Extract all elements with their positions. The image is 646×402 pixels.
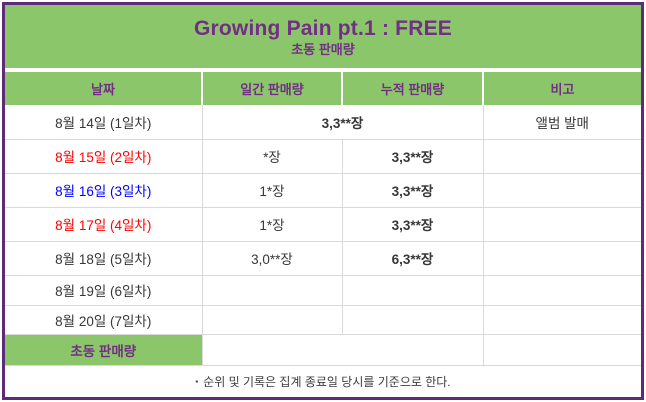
table-row-day6: 8월 19일 (6일차) (5, 275, 641, 306)
remark-cell (482, 139, 641, 174)
square-bullet-icon: ▪ (195, 376, 199, 386)
table-subtitle: 초동 판매량 (291, 41, 355, 57)
first-week-sales-table: 날짜 일간 판매량 누적 판매량 비고 8월 14일 (1일차) 3,3**장 … (5, 72, 641, 397)
remark-cell (482, 275, 641, 306)
cumulative-sales-cell: 3,3**장 (341, 207, 483, 242)
cumulative-sales-cell: 6,3**장 (341, 241, 483, 276)
date-cell: 8월 18일 (5일차) (5, 241, 202, 276)
date-cell: 8월 15일 (2일차) (5, 139, 202, 174)
date-cell: 8월 19일 (6일차) (5, 275, 202, 306)
remark-cell (482, 241, 641, 276)
table-row-day3: 8월 16일 (3일차) 1*장 3,3**장 (5, 173, 641, 208)
date-cell: 8월 16일 (3일차) (5, 173, 202, 208)
day1-merged-sales-cell: 3,3**장 (201, 105, 483, 140)
divider (5, 68, 641, 72)
header-row: 날짜 일간 판매량 누적 판매량 비고 (5, 72, 641, 105)
footnote-cell: ▪ 순위 및 기록은 집계 종료일 당시를 기준으로 한다. (5, 365, 641, 397)
remark-cell (482, 207, 641, 242)
album-title: Growing Pain pt.1 : FREE (194, 16, 452, 40)
table-row-day7: 8월 20일 (7일차) (5, 305, 641, 335)
footnote-row: ▪ 순위 및 기록은 집계 종료일 당시를 기준으로 한다. (5, 365, 641, 397)
cumulative-sales-cell: 3,3**장 (341, 139, 483, 174)
daily-sales-cell: 3,0**장 (201, 241, 342, 276)
table-row-day5: 8월 18일 (5일차) 3,0**장 6,3**장 (5, 241, 641, 276)
summary-value-cell (201, 334, 483, 366)
date-cell: 8월 14일 (1일차) (5, 105, 202, 140)
table-row-day1: 8월 14일 (1일차) 3,3**장 앨범 발매 (5, 105, 641, 140)
cumulative-sales-cell (341, 305, 483, 335)
daily-sales-cell: 1*장 (201, 207, 342, 242)
header-cumulative-sales: 누적 판매량 (341, 72, 483, 105)
remark-cell: 앨범 발매 (482, 105, 641, 140)
summary-row: 초동 판매량 (5, 334, 641, 366)
header-daily-sales: 일간 판매량 (201, 72, 342, 105)
cumulative-sales-cell (341, 275, 483, 306)
footnote-text: 순위 및 기록은 집계 종료일 당시를 기준으로 한다. (203, 374, 451, 389)
table-row-day4: 8월 17일 (4일차) 1*장 3,3**장 (5, 207, 641, 242)
summary-remark-cell (482, 334, 641, 366)
cumulative-sales-cell: 3,3**장 (341, 173, 483, 208)
daily-sales-cell (201, 305, 342, 335)
header-date: 날짜 (5, 72, 202, 105)
summary-label-cell: 초동 판매량 (5, 334, 202, 366)
daily-sales-cell: 1*장 (201, 173, 342, 208)
remark-cell (482, 305, 641, 335)
daily-sales-cell (201, 275, 342, 306)
table-row-day2: 8월 15일 (2일차) *장 3,3**장 (5, 139, 641, 174)
remark-cell (482, 173, 641, 208)
header-remark: 비고 (482, 72, 641, 105)
date-cell: 8월 20일 (7일차) (5, 305, 202, 335)
daily-sales-cell: *장 (201, 139, 342, 174)
date-cell: 8월 17일 (4일차) (5, 207, 202, 242)
title-block: Growing Pain pt.1 : FREE 초동 판매량 (5, 5, 641, 68)
